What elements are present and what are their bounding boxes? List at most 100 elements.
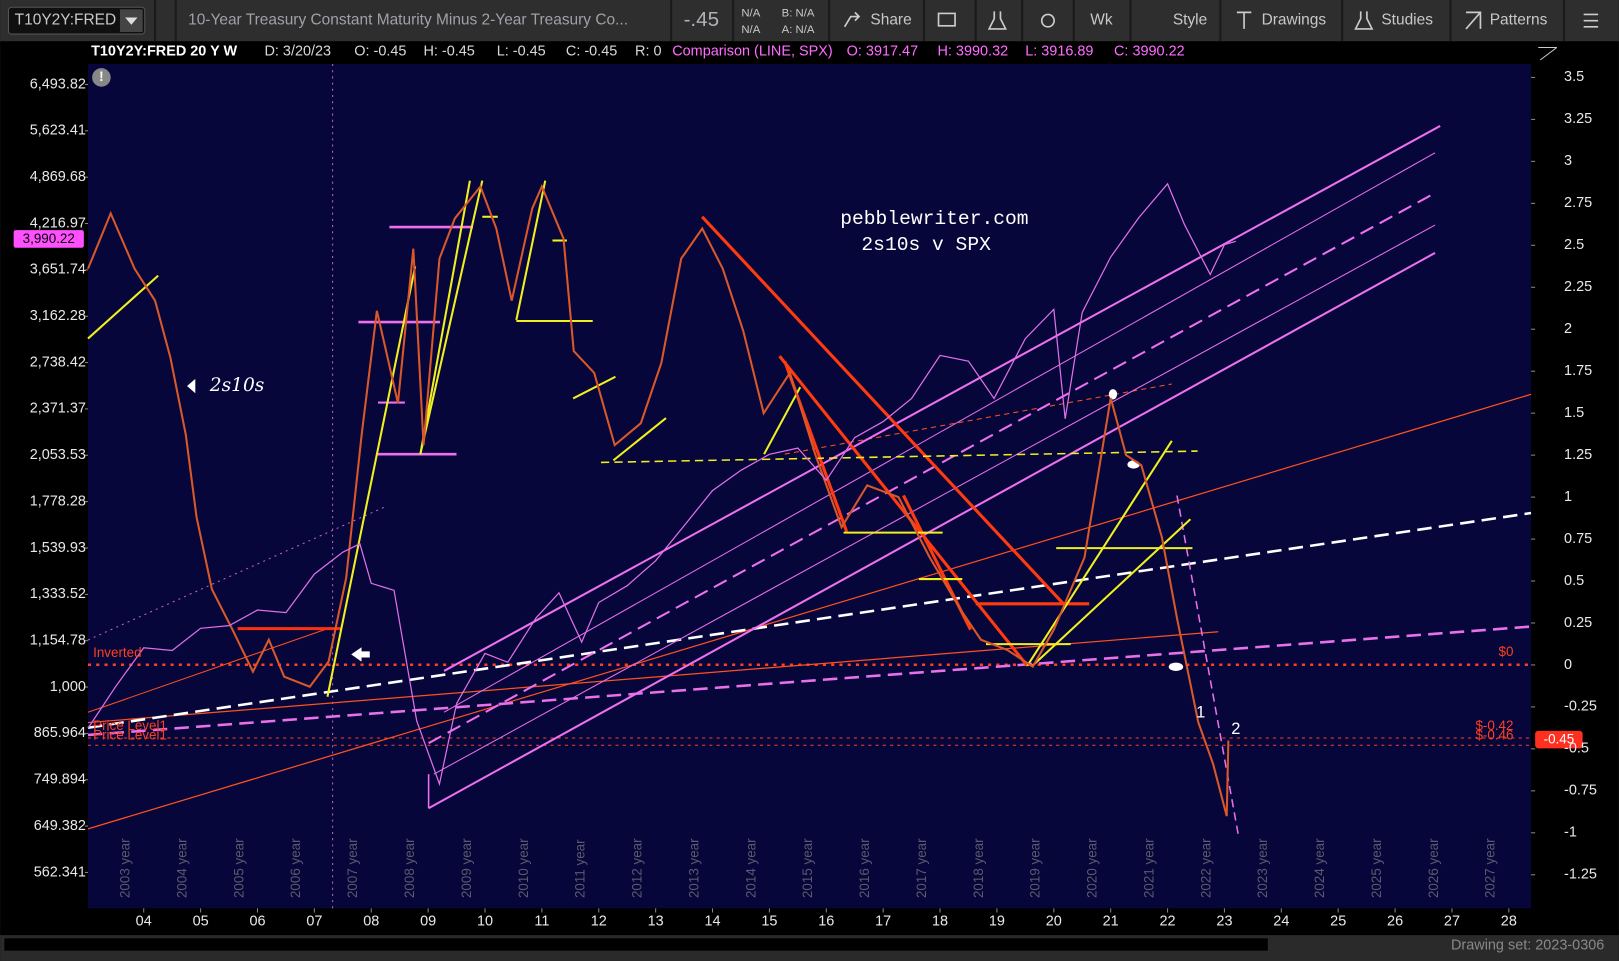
alert-icon-glyph: ! (99, 69, 103, 84)
header-field: C: -0.45 (566, 43, 617, 59)
comparison-title: Comparison (LINE, SPX) (672, 43, 832, 59)
year-label: 2004 year (174, 838, 189, 898)
x-tick-label: 07 (306, 914, 322, 930)
y-tick-label: 1,333.52 (30, 586, 86, 602)
y-tick-label: 1,778.28 (30, 493, 86, 509)
x-tick-label: 19 (989, 914, 1005, 930)
year-labels: 2003 year 2004 year 2005 year 2006 year 2007… (118, 838, 1498, 898)
y2-tick-label: -1.25 (1564, 867, 1597, 883)
header-field: R: 0 (635, 43, 661, 59)
quote: N/A (741, 7, 760, 19)
x-tick-label: 06 (249, 914, 265, 930)
x-tick-label: 20 (1046, 914, 1062, 930)
y2-tick-label: 1.5 (1564, 405, 1584, 421)
toolbar-separators (154, 0, 1566, 42)
x-tick-label: 25 (1330, 914, 1346, 930)
comparison-field: H: 3990.32 (937, 43, 1008, 59)
drawings-button[interactable]: Drawings (1262, 12, 1327, 29)
year-label: 2009 year (459, 838, 474, 898)
quote: B: N/A (782, 7, 815, 19)
level-label: Price Level1 (93, 728, 167, 743)
x-tick-label: 14 (704, 914, 720, 930)
year-label: 2010 year (516, 838, 531, 898)
year-label: 2025 year (1369, 838, 1384, 898)
y2-tick-label: 0 (1564, 657, 1572, 673)
x-tick-label: 11 (534, 914, 549, 930)
level-label: $-0.46 (1475, 728, 1513, 743)
y-tick-label: 2,738.42 (30, 354, 86, 370)
toolbar (0, 0, 1619, 42)
series (87, 182, 1236, 817)
year-label: 2015 year (800, 838, 815, 898)
y-tick-label: 6,493.82 (30, 76, 86, 92)
spx-badge-label: 3,990.22 (23, 231, 75, 246)
y-tick-label: 1,000 (50, 679, 86, 695)
y-tick-label: 2,371.37 (30, 401, 86, 417)
last-price: -.45 (684, 8, 720, 31)
x-tick-label: 15 (761, 914, 777, 930)
dropdown-arrow (125, 17, 138, 25)
y-tick-label: 2,053.53 (30, 447, 86, 463)
year-label: 2013 year (686, 838, 701, 898)
comparison-field: O: 3917.47 (847, 43, 918, 59)
year-label: 2021 year (1141, 838, 1156, 898)
level-label: $0 (1499, 644, 1514, 659)
year-label: 2018 year (971, 838, 986, 898)
year-label: 2016 year (857, 838, 872, 898)
scrollbar[interactable] (4, 938, 1268, 951)
year-label: 2022 year (1198, 838, 1213, 898)
year-label: 2005 year (231, 838, 246, 898)
x-tick-label: 27 (1444, 914, 1460, 930)
x-tick-label: 18 (932, 914, 948, 930)
x-tick-label: 21 (1103, 914, 1119, 930)
series-line (87, 183, 1230, 817)
y-tick-label: 3,651.74 (30, 262, 86, 278)
year-label: 2006 year (288, 838, 303, 898)
x-tick-label: 08 (363, 914, 379, 930)
x-tick-label: 24 (1273, 914, 1289, 930)
header-field: D: 3/20/23 (264, 43, 331, 59)
study-title: T10Y2Y:FRED 20 Y W (91, 43, 237, 59)
header-field: H: -0.45 (423, 43, 474, 59)
x-tick-label: 23 (1216, 914, 1232, 930)
comparison-field: C: 3990.22 (1114, 43, 1185, 59)
share-button[interactable]: Share (870, 12, 911, 29)
alert-icon[interactable] (92, 68, 111, 87)
level-label: Inverted (93, 645, 141, 660)
aggregation-button[interactable]: Wk (1090, 12, 1113, 29)
autoscale-icon[interactable] (1538, 46, 1558, 61)
patterns-button[interactable]: Patterns (1490, 12, 1548, 29)
style-button[interactable]: Style (1173, 12, 1207, 29)
header-field: O: -0.45 (354, 43, 406, 59)
series-line (87, 182, 1236, 787)
wave-label: 1 (1196, 704, 1205, 722)
y2-tick-label: 2 (1564, 321, 1572, 337)
x-tick-label: 28 (1501, 914, 1517, 930)
series-annotation: 2s10s (209, 375, 265, 396)
last-badge (1535, 730, 1583, 749)
drawing-set: Drawing set: 2023-0306 (1451, 937, 1604, 953)
year-label: 2014 year (743, 838, 758, 898)
y-tick-label: 562.341 (34, 864, 86, 880)
wave-label: 2 (1231, 720, 1240, 738)
studies-button[interactable]: Studies (1381, 12, 1433, 29)
x-tick-label: 13 (648, 914, 664, 930)
y2-tick-label: 1 (1564, 489, 1572, 505)
year-label: 2020 year (1085, 838, 1100, 898)
quote: N/A (741, 24, 760, 36)
x-tick-label: 16 (818, 914, 834, 930)
y-tick-label: 1,539.93 (30, 540, 86, 556)
x-tick-label: 26 (1387, 914, 1403, 930)
symbol[interactable]: T10Y2Y:FRED (15, 12, 116, 29)
y2-tick-label: 0.75 (1564, 531, 1592, 547)
y2-tick-label: 1.75 (1564, 363, 1592, 379)
y2-tick-label: 0.25 (1564, 615, 1592, 631)
x-tick-label: 12 (591, 914, 607, 930)
drawings (87, 63, 1532, 909)
spx-badge (13, 230, 84, 248)
symbol-box[interactable] (7, 6, 146, 35)
year-label: 2007 year (345, 838, 360, 898)
year-label: 2012 year (630, 838, 645, 898)
y-tick-label: 4,216.97 (30, 215, 86, 231)
